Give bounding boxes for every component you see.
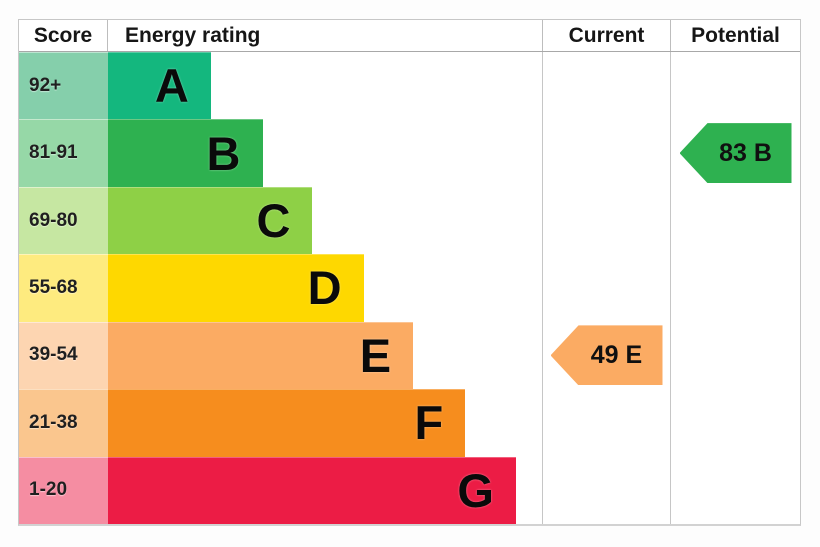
band-row-b: 81-91 B 83 B [19, 119, 800, 187]
potential-cell-c [670, 186, 800, 255]
bar-area-d: D [108, 254, 542, 322]
epc-rating-chart: Score Energy rating Current Potential 92… [18, 19, 801, 526]
header-current: Current [542, 20, 670, 51]
score-cell-c: 69-80 [19, 186, 108, 255]
current-cell-d [542, 254, 670, 322]
current-cell-g [542, 456, 670, 524]
band-row-e: 39-54 E 49 E [19, 321, 800, 390]
bar-area-g: G [108, 456, 542, 524]
band-row-c: 69-80 C [19, 186, 800, 255]
rating-bar-b: B [108, 119, 263, 187]
grade-letter-g: G [457, 463, 494, 517]
potential-cell-g [670, 456, 800, 524]
grade-letter-d: D [307, 261, 342, 315]
current-cell-f [542, 389, 670, 457]
potential-cell-a [670, 52, 800, 120]
grade-letter-c: C [256, 194, 291, 248]
current-cell-c [542, 186, 670, 255]
current-cell-b [542, 119, 670, 187]
score-cell-b: 81-91 [19, 119, 108, 187]
score-cell-a: 92+ [19, 52, 108, 120]
rating-bar-f: F [108, 389, 466, 457]
grade-letter-b: B [206, 126, 241, 180]
potential-cell-b: 83 B [670, 119, 800, 187]
header-potential: Potential [670, 20, 800, 51]
score-cell-f: 21-38 [19, 389, 108, 457]
rating-bar-a: A [108, 52, 211, 120]
header-row: Score Energy rating Current Potential [19, 20, 800, 52]
bar-area-b: B [108, 119, 542, 187]
band-row-g: 1-20 G [19, 456, 800, 524]
potential-rating-arrow: 83 B [679, 123, 792, 184]
grade-letter-e: E [359, 328, 392, 382]
score-cell-e: 39-54 [19, 321, 108, 390]
bar-area-a: A [108, 52, 542, 120]
rating-bar-e: E [108, 321, 414, 390]
rating-bar-c: C [108, 186, 313, 255]
header-energy-rating: Energy rating [125, 23, 261, 47]
score-cell-g: 1-20 [19, 456, 108, 524]
bar-area-e: E [108, 321, 542, 390]
band-row-f: 21-38 F [19, 389, 800, 457]
potential-cell-e [670, 321, 800, 390]
score-cell-d: 55-68 [19, 254, 108, 322]
grade-letter-f: F [414, 396, 444, 450]
bar-area-f: F [108, 389, 542, 457]
bar-area-c: C [108, 186, 542, 255]
potential-cell-f [670, 389, 800, 457]
rating-bar-d: D [108, 254, 364, 322]
band-row-d: 55-68 D [19, 254, 800, 322]
rating-bar-g: G [108, 456, 516, 524]
current-rating-arrow: 49 E [550, 325, 663, 386]
header-score: Score [19, 20, 108, 51]
current-cell-a [542, 52, 670, 120]
potential-cell-d [670, 254, 800, 322]
band-row-a: 92+ A [19, 52, 800, 120]
grade-letter-a: A [154, 59, 189, 113]
current-cell-e: 49 E [542, 321, 670, 390]
